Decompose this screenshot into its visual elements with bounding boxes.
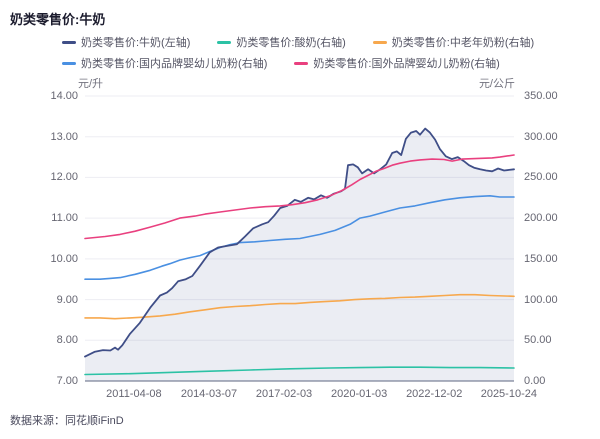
data-source-name: 同花顺iFinD xyxy=(65,415,124,427)
legend-dash-icon xyxy=(62,61,76,65)
left-tick-label: 8.00 xyxy=(56,334,78,347)
left-tick-label: 7.00 xyxy=(56,375,78,387)
right-axis-unit-label: 元/公斤 xyxy=(478,78,515,90)
series-line-1[interactable] xyxy=(84,366,515,376)
right-tick-label: 350.00 xyxy=(524,90,558,102)
legend-item-label: 奶类零售价:国外品牌婴幼儿奶粉(右轴) xyxy=(313,58,500,70)
right-tick-label: 250.00 xyxy=(524,171,558,184)
x-tick-label: 2017-02-03 xyxy=(255,388,313,400)
x-tick-label: 2020-01-03 xyxy=(330,388,388,400)
legend-row-2: 奶类零售价:国内品牌婴幼儿奶粉(右轴) 奶类零售价:国外品牌婴幼儿奶粉(右轴) xyxy=(62,55,534,71)
legend-item-3[interactable]: 奶类零售价:国内品牌婴幼儿奶粉(右轴) xyxy=(62,55,267,71)
data-source-prefix: 数据来源： xyxy=(10,415,65,427)
legend-item-4[interactable]: 奶类零售价:国外品牌婴幼儿奶粉(右轴) xyxy=(294,55,500,71)
right-tick-label: 50.00 xyxy=(524,334,552,347)
series-area-milk xyxy=(85,128,514,381)
legend-row-1: 奶类零售价:牛奶(左轴) 奶类零售价:酸奶(右轴) 奶类零售价:中老年奶粉(右轴) xyxy=(62,34,534,50)
page-title: 奶类零售价:牛奶 xyxy=(10,12,106,27)
legend-dash-icon xyxy=(62,40,76,44)
legend-item-label: 奶类零售价:国内品牌婴幼儿奶粉(右轴) xyxy=(81,58,268,70)
left-tick-label: 9.00 xyxy=(56,293,78,306)
legend: 奶类零售价:牛奶(左轴) 奶类零售价:酸奶(右轴) 奶类零售价:中老年奶粉(右轴) … xyxy=(62,34,534,71)
legend-item-label: 奶类零售价:中老年奶粉(右轴) xyxy=(391,37,535,49)
series-line-2[interactable] xyxy=(84,293,515,320)
series-line-3[interactable] xyxy=(84,195,515,281)
left-tick-label: 11.00 xyxy=(51,212,78,225)
x-tick-label: 2022-12-02 xyxy=(406,388,463,400)
series-line-4[interactable] xyxy=(84,154,515,240)
legend-dash-icon xyxy=(372,40,387,44)
legend-item-2[interactable]: 奶类零售价:中老年奶粉(右轴) xyxy=(372,34,535,50)
data-source: 数据来源：同花顺iFinD xyxy=(10,412,124,428)
left-tick-label: 13.00 xyxy=(50,130,78,143)
right-tick-label: 100.00 xyxy=(524,293,558,306)
x-tick-label: 2014-03-07 xyxy=(180,388,238,400)
legend-item-label: 奶类零售价:酸奶(右轴) xyxy=(236,37,346,49)
left-tick-label: 14.00 xyxy=(50,90,78,102)
x-tick-label: 2011-04-08 xyxy=(106,388,162,400)
left-axis-unit-label: 元/升 xyxy=(78,78,104,90)
left-tick-label: 10.00 xyxy=(50,252,78,265)
right-tick-label: 150.00 xyxy=(524,252,558,265)
left-tick-label: 12.00 xyxy=(50,171,78,184)
right-tick-label: 200.00 xyxy=(524,212,558,225)
legend-item-0[interactable]: 奶类零售价:牛奶(左轴) xyxy=(62,34,190,50)
right-tick-label: 0.00 xyxy=(524,375,546,387)
legend-item-label: 奶类零售价:牛奶(左轴) xyxy=(81,37,191,49)
right-tick-label: 300.00 xyxy=(524,130,558,143)
legend-item-1[interactable]: 奶类零售价:酸奶(右轴) xyxy=(217,34,346,50)
x-tick-label: 2025-10-24 xyxy=(480,388,537,400)
legend-dash-icon xyxy=(217,40,232,44)
legend-dash-icon xyxy=(294,61,309,65)
